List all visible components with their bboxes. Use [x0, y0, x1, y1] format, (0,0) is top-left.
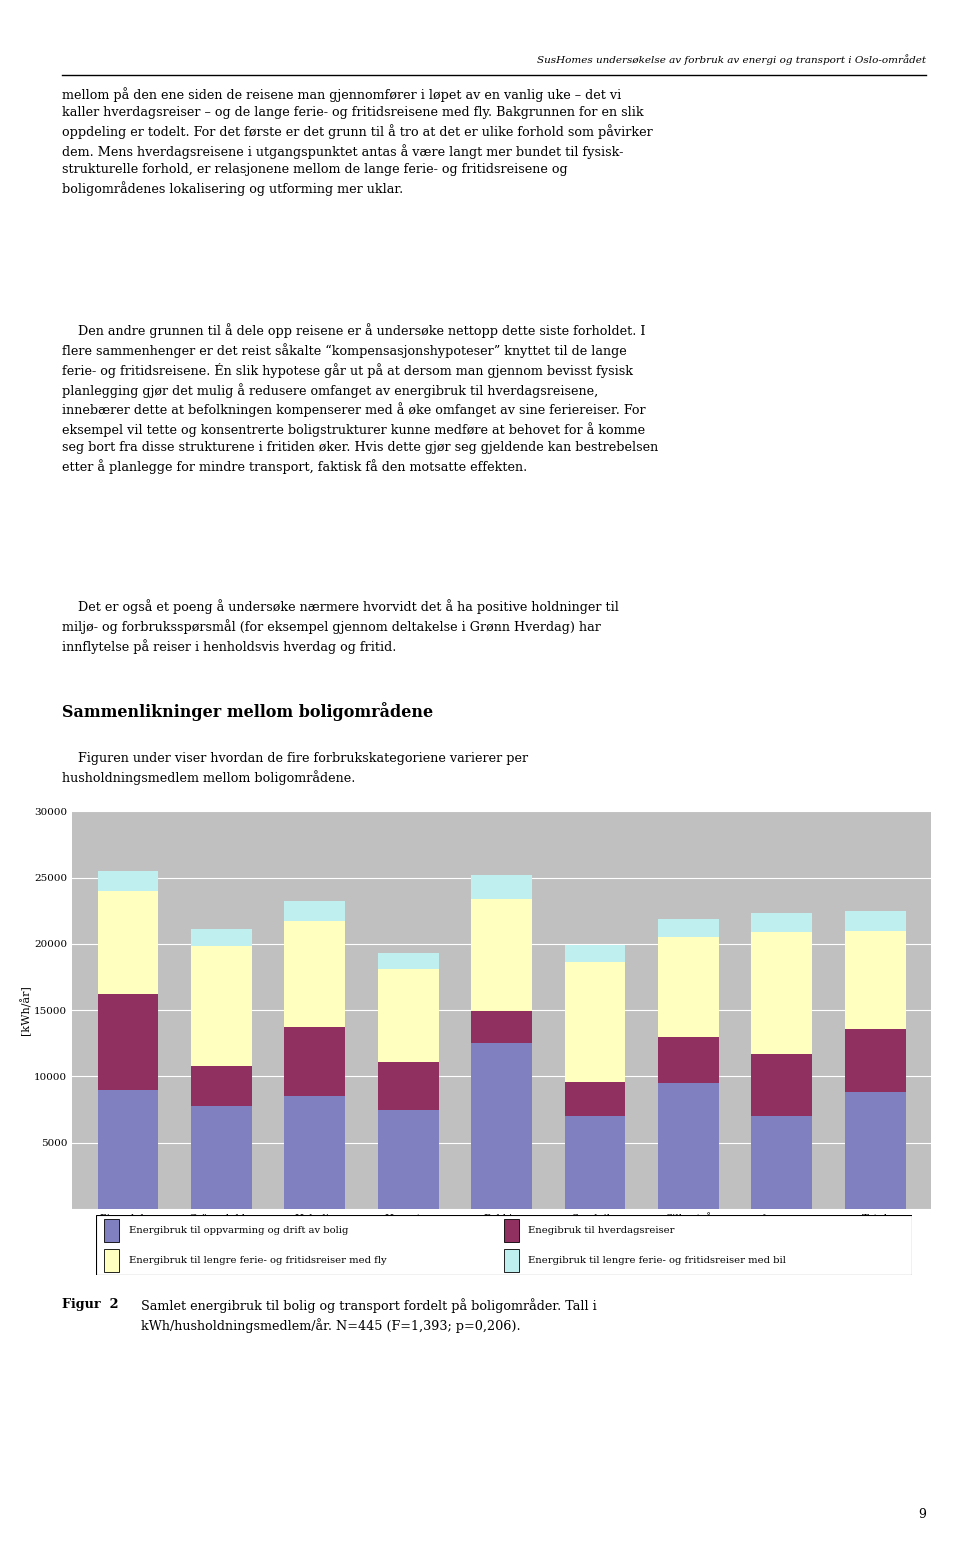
Bar: [191, 1065, 252, 1106]
Bar: [504, 1250, 518, 1271]
Bar: [98, 891, 158, 994]
Bar: [191, 930, 252, 947]
Bar: [191, 1106, 252, 1209]
Text: Energibruk til lengre ferie- og fritidsreiser med bil: Energibruk til lengre ferie- og fritidsr…: [528, 1256, 786, 1265]
Bar: [284, 922, 346, 1028]
Bar: [752, 913, 812, 931]
Bar: [378, 969, 439, 1062]
Text: Samlet energibruk til bolig og transport fordelt på boligområder. Tall i
kWh/hus: Samlet energibruk til bolig og transport…: [141, 1298, 597, 1332]
Bar: [564, 1117, 625, 1209]
Bar: [284, 1097, 346, 1209]
Text: Figuren under viser hvordan de fire forbrukskategoriene varierer per
husholdning: Figuren under viser hvordan de fire forb…: [62, 752, 529, 785]
Bar: [98, 870, 158, 891]
Bar: [378, 1109, 439, 1209]
Text: 9: 9: [919, 1509, 926, 1521]
Text: Sammenlikninger mellom boligområdene: Sammenlikninger mellom boligområdene: [62, 702, 434, 721]
Bar: [845, 1028, 905, 1092]
Bar: [845, 930, 905, 1028]
Bar: [471, 1044, 532, 1209]
Text: Energibruk til oppvarming og drift av bolig: Energibruk til oppvarming og drift av bo…: [129, 1226, 348, 1236]
Text: SusHomes undersøkelse av forbruk av energi og transport i Oslo-området: SusHomes undersøkelse av forbruk av ener…: [538, 55, 926, 66]
Bar: [471, 1011, 532, 1044]
Bar: [378, 1062, 439, 1109]
Y-axis label: [kWh/år]: [kWh/år]: [19, 986, 32, 1034]
Bar: [845, 1092, 905, 1209]
Text: Energibruk til lengre ferie- og fritidsreiser med fly: Energibruk til lengre ferie- og fritidsr…: [129, 1256, 386, 1265]
Bar: [658, 919, 719, 938]
Bar: [504, 1220, 518, 1242]
Text: Enegibruk til hverdagsreiser: Enegibruk til hverdagsreiser: [528, 1226, 675, 1236]
Bar: [378, 953, 439, 969]
Bar: [564, 1081, 625, 1117]
Bar: [104, 1220, 119, 1242]
Bar: [564, 963, 625, 1081]
Bar: [98, 994, 158, 1089]
Bar: [752, 931, 812, 1055]
Bar: [845, 911, 905, 930]
Bar: [284, 902, 346, 922]
Bar: [191, 947, 252, 1065]
Text: Den andre grunnen til å dele opp reisene er å undersøke nettopp dette siste forh: Den andre grunnen til å dele opp reisene…: [62, 323, 659, 474]
Bar: [471, 875, 532, 899]
Bar: [752, 1055, 812, 1117]
Text: Det er også et poeng å undersøke nærmere hvorvidt det å ha positive holdninger t: Det er også et poeng å undersøke nærmere…: [62, 599, 619, 654]
Text: mellom på den ene siden de reisene man gjennomfører i løpet av en vanlig uke – d: mellom på den ene siden de reisene man g…: [62, 87, 653, 197]
Bar: [658, 1083, 719, 1209]
Bar: [752, 1117, 812, 1209]
Bar: [104, 1250, 119, 1271]
Bar: [98, 1089, 158, 1209]
Bar: [564, 945, 625, 963]
Text: Figur  2: Figur 2: [62, 1298, 119, 1310]
Bar: [284, 1028, 346, 1097]
Bar: [658, 1036, 719, 1083]
Bar: [471, 899, 532, 1011]
Bar: [658, 938, 719, 1036]
